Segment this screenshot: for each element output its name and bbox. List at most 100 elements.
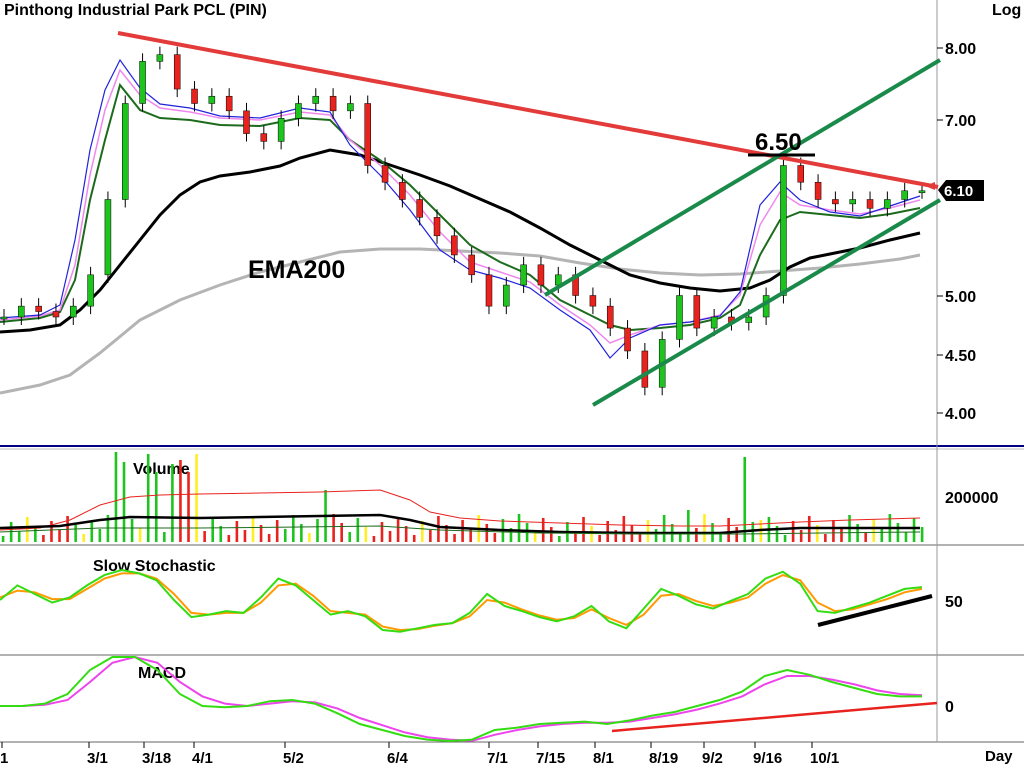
ema-slow-line <box>0 82 921 332</box>
x-axis: 1 3/1 3/18 4/1 5/2 6/4 7/1 7/15 8/1 8/19 9/2 9/16 10… <box>0 742 839 767</box>
volume-bar <box>469 529 472 542</box>
candle-body <box>87 274 94 307</box>
volume-bar <box>872 519 876 542</box>
candle-body <box>624 327 631 352</box>
price-panel <box>0 46 926 396</box>
candle-body <box>693 295 701 329</box>
x-tick-label: 8/19 <box>649 750 678 767</box>
price-tick-7: 7.00 <box>945 113 976 130</box>
candle-body <box>589 295 597 307</box>
volume-bar <box>17 531 21 542</box>
price-tick-4: 4.00 <box>945 406 976 423</box>
volume-panel: Volume 200000 <box>0 452 998 542</box>
volume-bar <box>622 516 626 542</box>
volume-bar <box>646 520 650 542</box>
volume-bar <box>227 535 231 542</box>
volume-bar <box>783 535 787 542</box>
volume-bar <box>662 515 666 542</box>
last-price-tag: 6.10 <box>938 180 984 201</box>
volume-bar <box>1 536 5 542</box>
channel-lower-line <box>591 198 942 407</box>
trendlines <box>117 31 942 407</box>
volume-bar <box>308 533 311 542</box>
resistance-annotation: 6.50 <box>755 129 802 156</box>
volume-bar <box>429 530 432 542</box>
volume-bar <box>171 464 174 542</box>
volume-bar <box>372 536 376 542</box>
volume-bar <box>445 525 448 542</box>
chart-frame <box>0 0 1024 743</box>
volume-bar <box>703 514 706 542</box>
volume-bar <box>364 527 368 542</box>
volume-bar <box>283 529 287 542</box>
volume-bar <box>138 528 142 542</box>
volume-bar <box>840 529 843 542</box>
x-tick-label: 3/18 <box>142 750 171 767</box>
resistance-trendline <box>117 31 939 189</box>
stochastic-axis-label: 50 <box>945 594 963 611</box>
volume-bar <box>235 521 239 542</box>
candle-body <box>884 199 891 209</box>
volume-bar <box>549 527 553 542</box>
volume-bar <box>799 530 803 542</box>
candle-body <box>832 199 839 205</box>
volume-bar <box>864 533 867 542</box>
candle-body <box>156 54 164 62</box>
volume-bar <box>743 457 747 542</box>
candle-body <box>104 199 112 276</box>
candle-body <box>225 95 233 112</box>
volume-bar <box>179 460 182 542</box>
x-tick-label: 5/2 <box>283 750 304 767</box>
x-tick-label: 3/1 <box>87 750 108 767</box>
candle-body <box>641 350 649 388</box>
candle-body <box>710 316 718 329</box>
candle-body <box>52 311 60 318</box>
candle-body <box>745 316 753 323</box>
stochastic-divergence-line <box>817 594 933 627</box>
volume-bar <box>678 533 682 542</box>
volume-bar <box>614 530 618 542</box>
volume-bar <box>832 520 835 542</box>
volume-bar <box>824 534 827 542</box>
candle-body <box>814 181 822 200</box>
volume-average-green <box>0 525 921 535</box>
trendline-arrow <box>925 182 935 190</box>
x-tick-label: 4/1 <box>192 750 213 767</box>
volume-bar <box>582 517 585 542</box>
volume-bar <box>880 528 884 542</box>
candle-body <box>295 103 302 119</box>
candle-body <box>520 264 527 286</box>
candle-body <box>329 95 337 112</box>
volume-bar <box>251 516 255 542</box>
volume-bar <box>292 515 295 542</box>
candle-body <box>606 305 614 329</box>
volume-bar <box>195 454 198 542</box>
scale-label: Log <box>992 2 1021 19</box>
volume-bar <box>267 534 271 542</box>
volume-average-red <box>0 489 921 531</box>
volume-bar <box>719 532 722 542</box>
volume-bar <box>98 529 102 542</box>
volume-bar <box>751 522 755 542</box>
volume-bar <box>509 528 513 542</box>
channel-upper-line <box>543 58 942 297</box>
candle-body <box>780 165 787 296</box>
volume-bar <box>259 525 263 542</box>
volume-bar <box>90 520 94 542</box>
candle-body <box>277 118 285 142</box>
volume-bar <box>356 518 360 542</box>
candle-body <box>866 199 874 209</box>
volume-bar <box>114 452 118 542</box>
volume-bar <box>82 534 86 542</box>
volume-bar <box>300 524 303 542</box>
volume-bar <box>912 518 916 542</box>
volume-bar <box>34 526 37 542</box>
stochastic-d-line <box>0 572 923 632</box>
candle-body <box>121 103 129 200</box>
volume-bar <box>533 532 537 542</box>
volume-bar <box>791 521 795 542</box>
candle-body <box>381 165 389 183</box>
candle-body <box>485 274 493 307</box>
volume-bar <box>574 531 577 542</box>
